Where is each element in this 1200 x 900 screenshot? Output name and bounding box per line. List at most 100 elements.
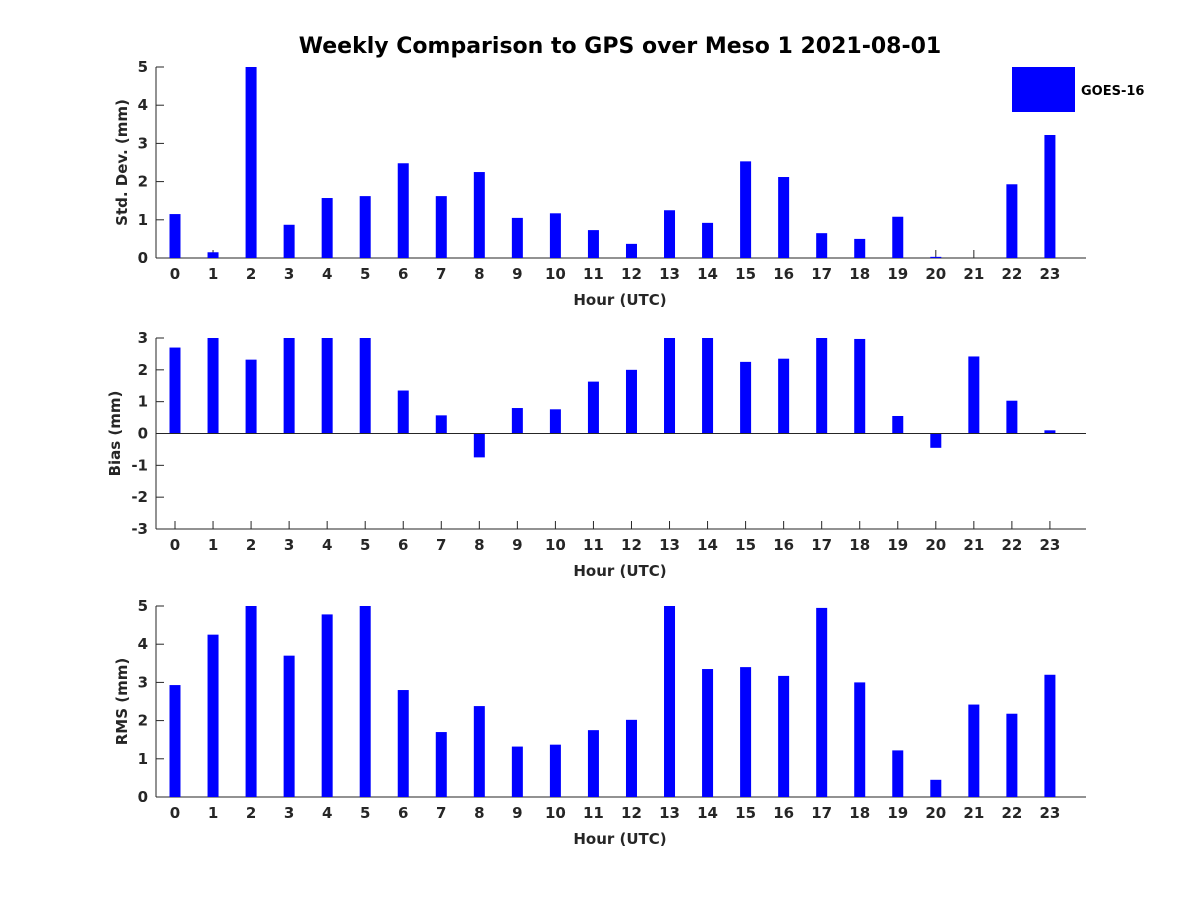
x-tick-label: 8 [474, 804, 484, 822]
x-tick-label: 3 [284, 804, 294, 822]
bar [778, 177, 790, 258]
x-tick-label: 12 [621, 804, 642, 822]
x-tick-label: 12 [621, 265, 642, 283]
bar [968, 356, 980, 434]
x-tick-label: 12 [621, 536, 642, 554]
y-tick-label: 0 [138, 788, 148, 806]
bar [473, 433, 485, 458]
x-tick-label: 0 [170, 804, 180, 822]
x-tick-label: 6 [398, 536, 408, 554]
bar [359, 196, 371, 258]
bar [1006, 184, 1018, 258]
bar [854, 238, 866, 258]
x-tick-label: 5 [360, 804, 370, 822]
bar [473, 172, 485, 258]
bar [397, 163, 409, 258]
x-tick-label: 18 [849, 265, 870, 283]
y-tick-label: 3 [138, 673, 148, 691]
x-tick-label: 1 [208, 536, 218, 554]
bar [1006, 713, 1018, 797]
x-tick-label: 10 [545, 265, 566, 283]
x-tick-label: 2 [246, 536, 256, 554]
bar [892, 216, 904, 258]
bar [664, 338, 676, 434]
bar [930, 433, 942, 448]
bar [207, 252, 219, 258]
x-tick-label: 4 [322, 536, 332, 554]
bar [587, 230, 599, 258]
x-tick-label: 9 [512, 265, 522, 283]
x-axis-title: Hour (UTC) [573, 830, 666, 848]
bar [816, 607, 828, 797]
y-axis-title: Std. Dev. (mm) [113, 99, 131, 226]
y-tick-label: -3 [131, 520, 148, 538]
bar [1044, 430, 1056, 434]
bar [283, 655, 295, 797]
x-tick-label: 11 [583, 804, 604, 822]
legend-label: GOES-16 [1081, 84, 1144, 99]
x-tick-label: 13 [659, 536, 680, 554]
x-tick-label: 6 [398, 804, 408, 822]
x-tick-label: 17 [811, 804, 832, 822]
x-tick-label: 3 [284, 265, 294, 283]
bar [778, 358, 790, 434]
bar [625, 719, 637, 797]
x-tick-label: 19 [887, 265, 908, 283]
x-tick-label: 21 [963, 536, 984, 554]
y-tick-label: 4 [138, 635, 148, 653]
x-tick-label: 9 [512, 536, 522, 554]
chart-title: Weekly Comparison to GPS over Meso 1 202… [299, 34, 941, 59]
x-tick-label: 11 [583, 536, 604, 554]
bar [511, 746, 523, 797]
x-tick-label: 3 [284, 536, 294, 554]
bar [702, 222, 714, 258]
bar [854, 338, 866, 434]
bar [892, 750, 904, 797]
x-tick-label: 23 [1039, 536, 1060, 554]
x-tick-label: 0 [170, 536, 180, 554]
bar [169, 214, 181, 258]
y-tick-label: 3 [138, 329, 148, 347]
bar [664, 606, 676, 797]
x-tick-label: 23 [1039, 804, 1060, 822]
bar [702, 669, 714, 797]
x-tick-label: 15 [735, 536, 756, 554]
x-tick-label: 9 [512, 804, 522, 822]
x-tick-label: 19 [887, 536, 908, 554]
x-tick-label: 23 [1039, 265, 1060, 283]
y-tick-label: 1 [138, 393, 148, 411]
x-tick-label: 11 [583, 265, 604, 283]
y-tick-label: 5 [138, 597, 148, 615]
bar [245, 606, 257, 797]
bar [549, 409, 561, 434]
x-tick-label: 14 [697, 536, 718, 554]
x-tick-label: 20 [925, 536, 946, 554]
legend: GOES-16 [1012, 67, 1144, 112]
bar [625, 243, 637, 258]
bar [1006, 400, 1018, 434]
x-tick-label: 16 [773, 536, 794, 554]
x-tick-label: 18 [849, 536, 870, 554]
bar [511, 217, 523, 258]
x-tick-label: 7 [436, 536, 446, 554]
bar [968, 704, 980, 797]
x-tick-label: 2 [246, 265, 256, 283]
x-tick-label: 8 [474, 536, 484, 554]
x-tick-label: 22 [1001, 265, 1022, 283]
bar [702, 338, 714, 434]
bar [207, 338, 219, 434]
bar [473, 706, 485, 797]
bar [549, 744, 561, 797]
bar [321, 338, 333, 434]
x-tick-label: 10 [545, 536, 566, 554]
bar [930, 779, 942, 797]
x-tick-label: 20 [925, 265, 946, 283]
bar [816, 233, 828, 258]
y-tick-label: -1 [131, 456, 148, 474]
bar [283, 338, 295, 434]
